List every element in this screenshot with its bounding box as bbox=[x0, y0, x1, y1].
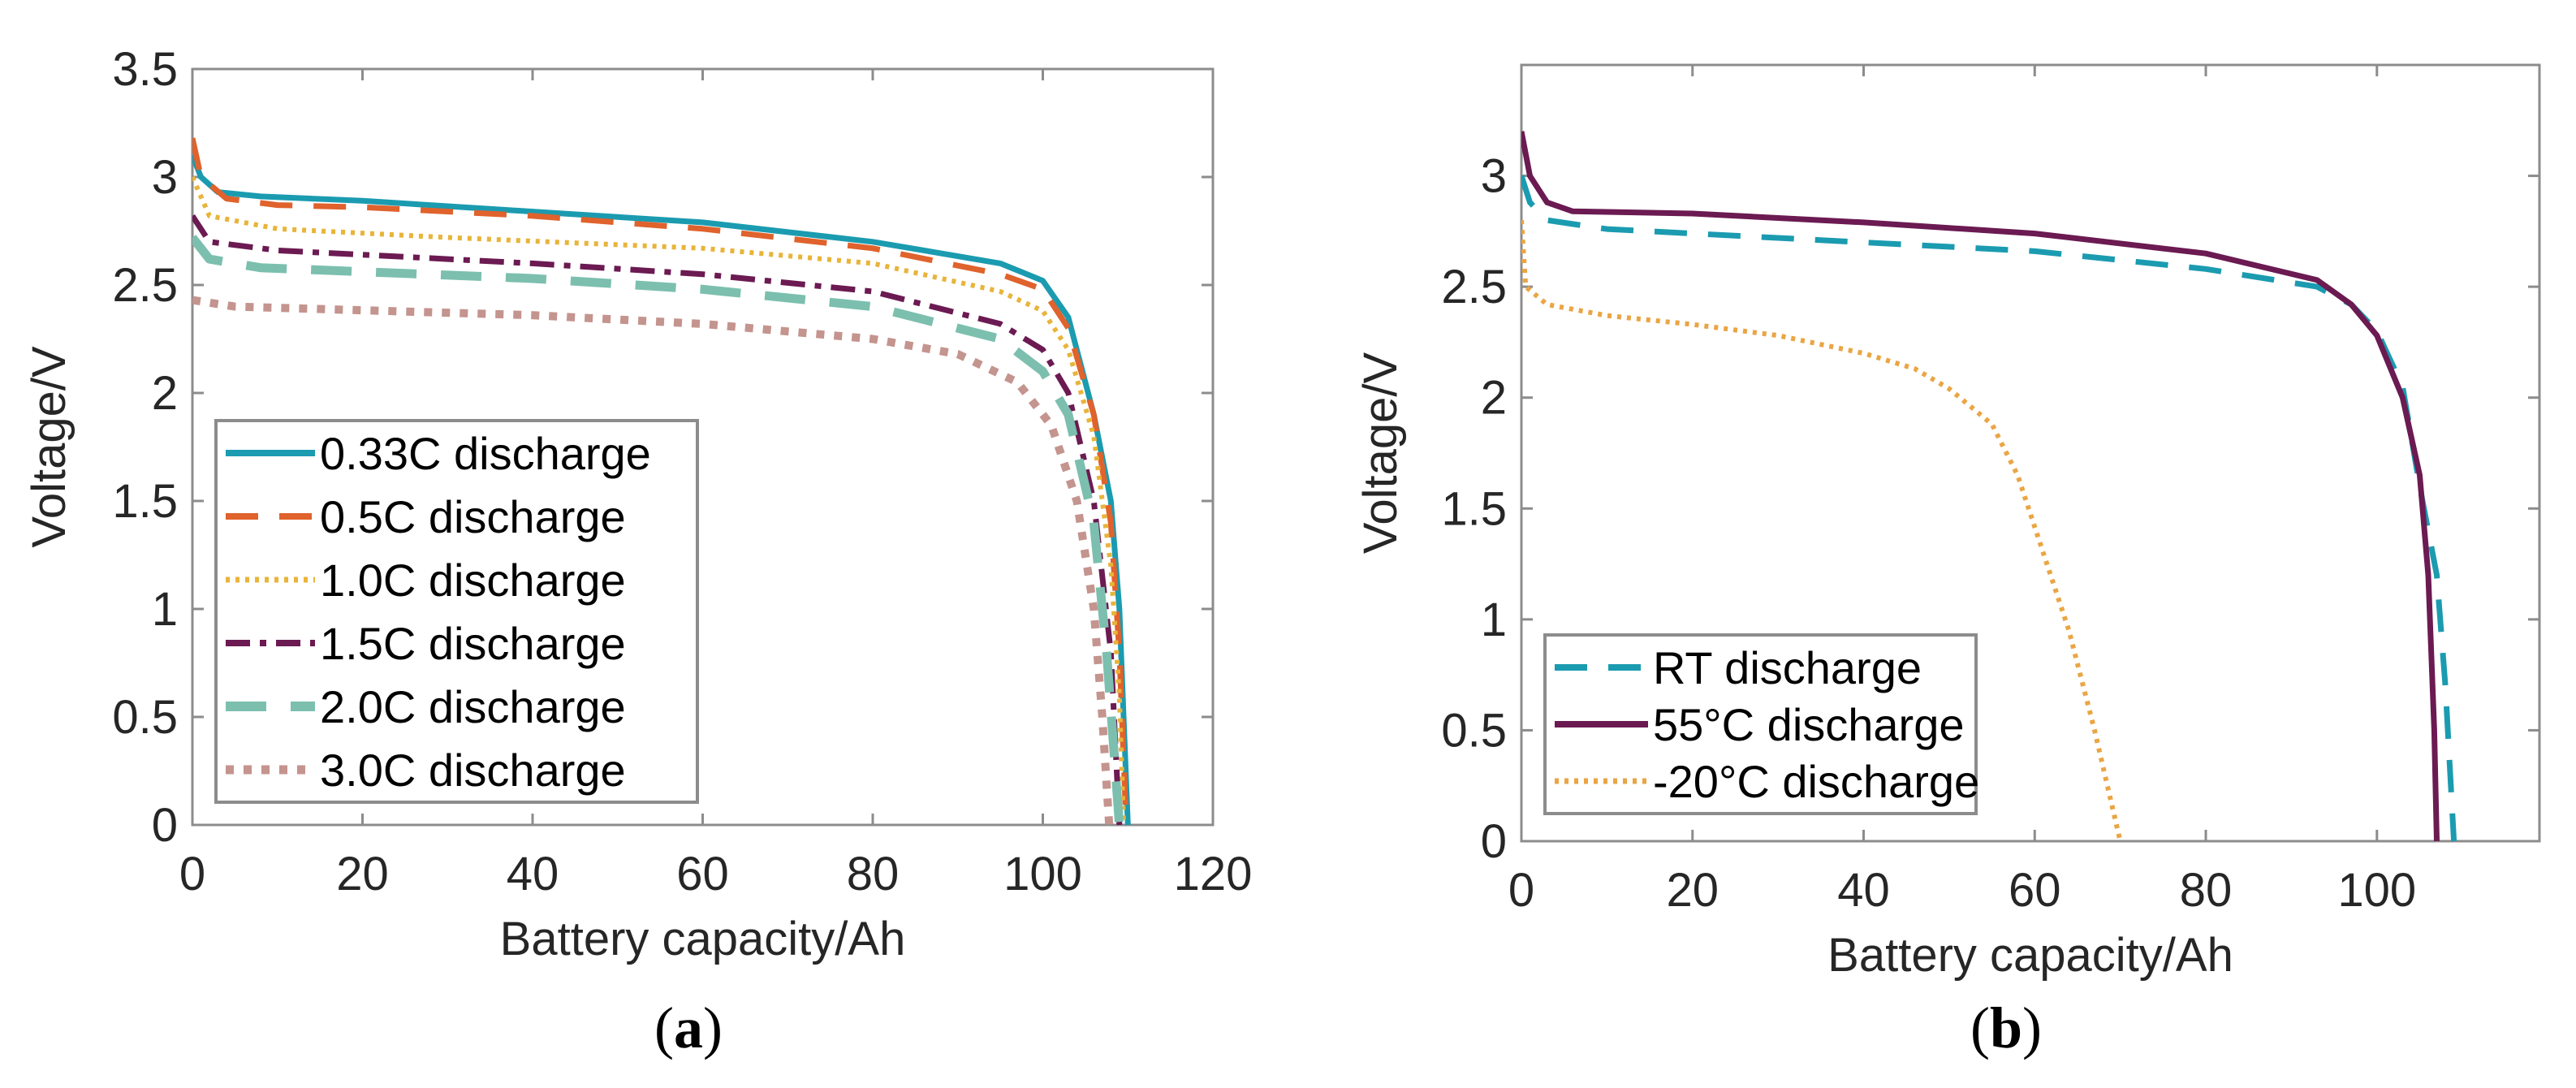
y-axis-label: Voltage/V bbox=[1354, 352, 1407, 555]
legend: RT discharge 55°C discharge -20°C discharg… bbox=[1543, 633, 1979, 815]
x-tick-label: 100 bbox=[1003, 848, 1082, 900]
legend-entry-label: 0.33C discharge bbox=[320, 428, 651, 479]
x-tick-label: 60 bbox=[676, 848, 729, 900]
x-tick-label: 80 bbox=[2180, 864, 2233, 917]
x-tick-label: 80 bbox=[847, 848, 900, 900]
series-group bbox=[192, 137, 1131, 826]
series-group bbox=[1521, 131, 2457, 842]
legend-box bbox=[214, 419, 699, 804]
caption-close-paren: ) bbox=[703, 995, 723, 1060]
legend: 0.33C discharge 0.5C discharge 1.0C discha… bbox=[214, 419, 699, 804]
legend-entry-label: 3.0C discharge bbox=[320, 745, 626, 796]
chart-panel-a: 0 20 40 60 80 100 120 0 0.5 1 1.5 2 2.5 3 3.5 Battery c… bbox=[23, 43, 1252, 1060]
y-tick-label: 3 bbox=[152, 151, 178, 204]
y-tick-label: 2 bbox=[1481, 372, 1507, 425]
x-tick-label: 20 bbox=[336, 848, 389, 900]
y-tick-label: 2.5 bbox=[112, 259, 178, 312]
legend-entry-label: 2.0C discharge bbox=[320, 681, 626, 732]
legend-entry-label: 1.0C discharge bbox=[320, 555, 626, 606]
y-tick-label: 0 bbox=[152, 799, 178, 852]
legend-entry-label: 0.5C discharge bbox=[320, 491, 626, 542]
x-tick-label: 0 bbox=[179, 848, 205, 900]
y-tick-label: 1 bbox=[152, 583, 178, 636]
y-tick-label: 0.5 bbox=[1441, 704, 1507, 757]
series-line-6 bbox=[192, 296, 1114, 826]
panel-caption: (b) bbox=[1970, 995, 2042, 1060]
x-tick-label: 40 bbox=[1837, 864, 1890, 917]
series-line-2 bbox=[1521, 131, 2440, 842]
series-line-5 bbox=[192, 235, 1124, 826]
y-tick-label: 3 bbox=[1481, 150, 1507, 203]
panel-caption: (a) bbox=[654, 995, 723, 1060]
series-line-2 bbox=[192, 137, 1129, 826]
legend-entry-label: RT discharge bbox=[1653, 642, 1922, 693]
x-tick-label: 40 bbox=[507, 848, 559, 900]
series-line-1 bbox=[1521, 175, 2457, 842]
y-tick-label: 1.5 bbox=[1441, 482, 1507, 535]
caption-open-paren: ( bbox=[1970, 995, 1990, 1060]
caption-letter: a bbox=[674, 995, 703, 1060]
series-line-1 bbox=[192, 154, 1131, 826]
legend-entry-label: 55°C discharge bbox=[1653, 699, 1965, 750]
x-axis-label: Battery capacity/Ah bbox=[500, 913, 906, 965]
y-tick-label: 0 bbox=[1481, 815, 1507, 868]
x-tick-label: 120 bbox=[1174, 848, 1253, 900]
caption-open-paren: ( bbox=[654, 995, 674, 1060]
legend-entry-label: 1.5C discharge bbox=[320, 618, 626, 669]
y-tick-label: 3.5 bbox=[112, 43, 178, 96]
x-tick-label: 60 bbox=[2009, 864, 2061, 917]
caption-close-paren: ) bbox=[2022, 995, 2042, 1060]
y-tick-label: 1 bbox=[1481, 594, 1507, 646]
y-tick-label: 0.5 bbox=[112, 691, 178, 744]
series-line-3 bbox=[192, 175, 1126, 826]
y-tick-label: 2 bbox=[152, 367, 178, 420]
x-tick-label: 0 bbox=[1508, 864, 1534, 917]
y-axis-label: Voltage/V bbox=[23, 346, 76, 548]
series-line-3 bbox=[1521, 220, 2123, 842]
chart-panel-b: 0 20 40 60 80 100 0 0.5 1 1.5 2 2.5 3 Battery capacit… bbox=[1354, 63, 2541, 1060]
x-tick-label: 20 bbox=[1666, 864, 1719, 917]
y-tick-label: 1.5 bbox=[112, 475, 178, 528]
legend-entry-label: -20°C discharge bbox=[1653, 756, 1979, 807]
caption-letter: b bbox=[1990, 995, 2022, 1060]
y-tick-label: 2.5 bbox=[1441, 261, 1507, 313]
x-axis-label: Battery capacity/Ah bbox=[1827, 929, 2233, 982]
x-tick-label: 100 bbox=[2337, 864, 2416, 917]
